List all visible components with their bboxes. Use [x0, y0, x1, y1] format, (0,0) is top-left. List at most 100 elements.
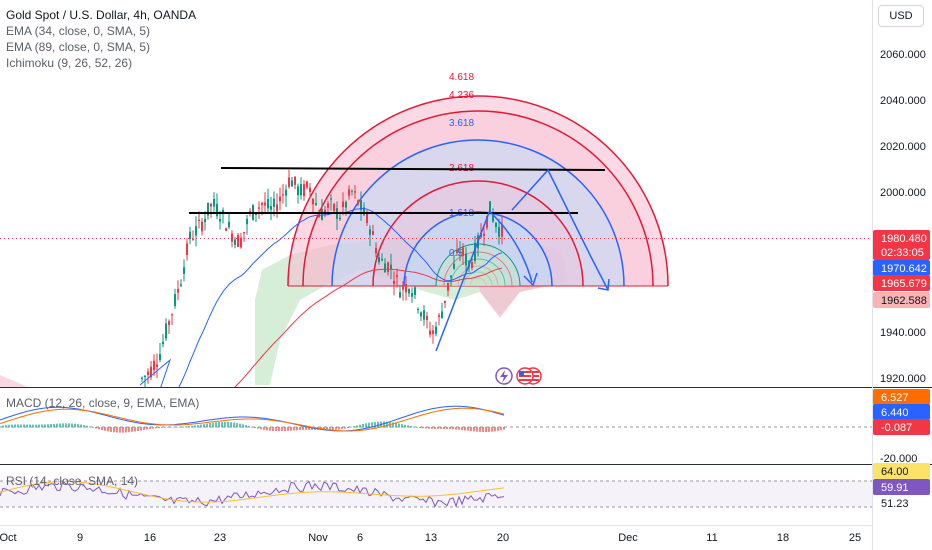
ema89-line[interactable]: [142, 267, 503, 513]
candle: [258, 207, 260, 209]
macd-histogram-bar: [260, 427, 262, 430]
macd-histogram-bar: [170, 427, 172, 428]
macd-signal-line[interactable]: [0, 407, 505, 432]
rsi-tag[interactable]: 59.91: [881, 482, 909, 494]
candle: [228, 221, 230, 228]
macd-histogram-bar: [470, 427, 472, 432]
price-tag[interactable]: 1965.679: [881, 278, 927, 290]
macd-tag[interactable]: 6.527: [881, 392, 909, 404]
macd-histogram-bar: [359, 424, 361, 428]
small-arrow-path[interactable]: [489, 211, 533, 283]
macd-pane[interactable]: [0, 405, 872, 433]
small-arrowhead[interactable]: [523, 272, 538, 287]
candle: [150, 366, 152, 378]
resistance-line-top[interactable]: [220, 167, 606, 171]
macd-tag[interactable]: 6.440: [881, 407, 909, 419]
macd-histogram-bar: [299, 427, 301, 431]
macd-histogram-bar: [98, 427, 100, 430]
trend-line[interactable]: [435, 209, 491, 352]
rsi-tag[interactable]: 64.00: [881, 466, 909, 478]
symbol-title[interactable]: Gold Spot / U.S. Dollar, 4h, OANDA: [6, 8, 197, 22]
price-axis[interactable]: 2060.000 2040.000 2020.000 2000.000 1940.000…: [873, 49, 930, 510]
macd-histogram-bar: [155, 427, 157, 429]
indicator-ichimoku[interactable]: Ichimoku (9, 26, 52, 26): [6, 56, 133, 70]
macd-histogram-bar: [308, 427, 310, 430]
rsi-tag[interactable]: 51.23: [881, 498, 909, 510]
macd-histogram-bar: [449, 427, 451, 430]
macd-histogram-bar: [431, 427, 433, 429]
time-tick-label: 18: [777, 532, 789, 544]
macd-histogram-bar: [305, 427, 307, 430]
macd-histogram-bar: [401, 424, 403, 428]
macd-histogram-bar: [344, 427, 346, 429]
macd-histogram-bar: [275, 427, 277, 432]
price-tag[interactable]: 1962.588: [881, 295, 927, 307]
candle: [186, 243, 188, 256]
price-tag[interactable]: 1970.642: [881, 263, 927, 275]
currency-button[interactable]: USD: [878, 5, 924, 27]
macd-histogram-bar: [263, 427, 265, 430]
candle: [156, 364, 158, 367]
macd-histogram-bar: [173, 426, 175, 428]
ema34-line[interactable]: [139, 208, 503, 443]
macd-tag[interactable]: -0.087: [881, 422, 912, 434]
candle: [339, 217, 341, 220]
macd-legend[interactable]: MACD (12, 26, close, 9, EMA, EMA): [6, 396, 200, 410]
macd-histogram-bar: [329, 427, 331, 431]
price-tag[interactable]: 02:33:05: [881, 247, 924, 259]
candle: [300, 184, 302, 196]
macd-histogram-bar: [407, 425, 409, 428]
candle: [351, 190, 353, 192]
rsi-legend[interactable]: RSI (14, close, SMA, 14): [6, 474, 139, 488]
macd-histogram-bar: [440, 427, 442, 429]
macd-histogram-bar: [5, 425, 7, 428]
macd-histogram-bar: [392, 422, 394, 428]
candle: [387, 262, 389, 273]
candle: [279, 196, 281, 202]
price-tag[interactable]: 1980.480: [881, 233, 927, 245]
macd-histogram-bar: [119, 427, 121, 433]
us-flag-icon-2[interactable]: [516, 367, 534, 385]
fib-arc-1[interactable]: [302, 110, 654, 287]
time-tick-label: Dec: [618, 532, 638, 544]
macd-histogram-bar: [35, 424, 37, 428]
projection-arrowhead[interactable]: [597, 278, 610, 291]
macd-histogram-bar: [38, 424, 40, 428]
indicator-ema89[interactable]: EMA (89, close, 0, SMA, 5): [6, 40, 151, 54]
price-tick-label: 2060.000: [880, 49, 926, 61]
lightning-icon[interactable]: [495, 367, 513, 385]
macd-histogram-bar: [140, 427, 142, 431]
candle: [348, 189, 350, 196]
candle: [222, 210, 224, 214]
rsi-ma-line[interactable]: [0, 481, 505, 503]
macd-histogram-bar: [287, 427, 289, 431]
macd-histogram-bar: [452, 427, 454, 430]
candle: [372, 231, 374, 235]
macd-histogram-bar: [200, 424, 202, 428]
macd-histogram-bar: [8, 424, 10, 428]
macd-histogram-bar: [239, 423, 241, 428]
macd-histogram-bar: [368, 422, 370, 428]
projection-arrow-shaft[interactable]: [589, 254, 609, 291]
rsi-pane[interactable]: [0, 480, 872, 508]
macd-histogram-bar: [89, 426, 91, 428]
candle: [303, 184, 305, 197]
macd-histogram-bar: [425, 427, 427, 429]
macd-histogram-bar: [362, 423, 364, 428]
indicator-ema34[interactable]: EMA (34, close, 0, SMA, 5): [6, 24, 151, 38]
candle: [243, 231, 245, 234]
candle: [246, 218, 248, 225]
rsi-line[interactable]: [0, 480, 505, 508]
macd-histogram-bar: [251, 426, 253, 428]
macd-histogram-bar: [110, 427, 112, 432]
candle: [204, 218, 206, 223]
candle: [291, 180, 293, 187]
macd-histogram-bar: [62, 423, 64, 428]
projection-path[interactable]: [511, 168, 591, 256]
time-axis[interactable]: Oct 9 16 23 Nov 6 13 20 Dec 11 18 25: [0, 532, 861, 544]
candle: [396, 275, 398, 278]
fib-arc-2[interactable]: [331, 139, 625, 287]
